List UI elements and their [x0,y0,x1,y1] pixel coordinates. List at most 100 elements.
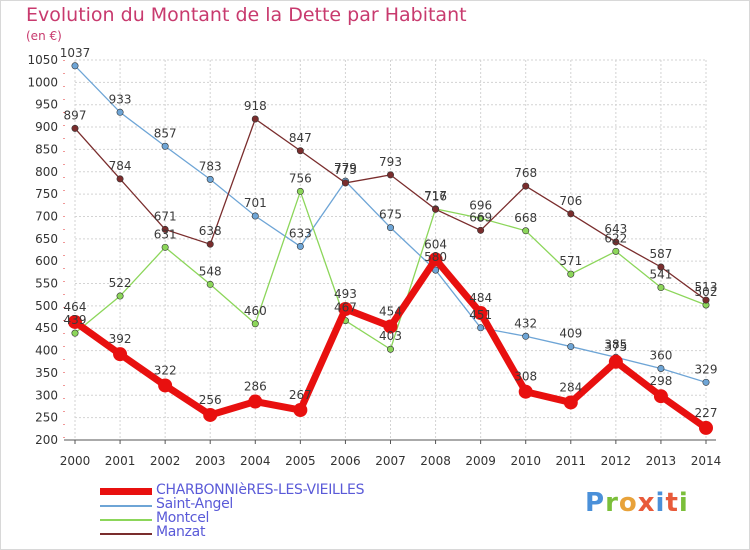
data-label: 706 [559,194,582,208]
data-label: 784 [109,159,132,173]
y-tick-label: 850 [35,142,58,156]
logo-letter: r [605,488,619,518]
data-label: 571 [559,254,582,268]
y-tick-label: 700 [35,209,58,223]
data-point [251,320,259,328]
data-label: 548 [199,264,222,278]
data-point [477,324,485,332]
data-label: 779 [334,161,357,175]
data-label: 360 [649,348,672,362]
chart-unit-label: (en €) [26,29,62,43]
x-tick-label: 2012 [601,454,632,468]
y-tick-label: 200 [35,433,58,447]
data-label: 897 [64,108,87,122]
data-label: 227 [695,406,718,420]
data-point-main [203,407,218,422]
x-tick-label: 2008 [420,454,451,468]
data-point-main [699,420,713,435]
data-point [657,284,665,292]
y-tick-label: 500 [35,299,58,313]
logo-letter: x [637,488,656,518]
data-label: 392 [109,332,132,346]
data-point [206,240,214,248]
data-point [477,214,485,222]
data-label: 432 [514,316,537,330]
data-label: 783 [199,159,222,173]
data-point [71,329,79,337]
series-layer [68,62,713,435]
data-point [161,243,169,251]
data-label: 604 [424,237,447,251]
data-point [206,280,214,288]
data-label: 403 [379,329,402,343]
x-tick-label: 2011 [556,454,587,468]
data-label-layer: 464 392 322 256 286 267 493 454 604 484 308 284 375 2… [60,46,718,420]
data-label: 622 [604,231,627,245]
data-point [567,343,575,351]
data-label: 460 [244,304,267,318]
data-point-main [113,347,128,362]
legend-label: CHARBONNIèRES-LES-VIEILLES [156,482,365,498]
data-label: 284 [559,380,582,394]
data-point [702,296,710,304]
data-label: 322 [154,363,177,377]
logo-letter: o [618,488,638,518]
data-label: 451 [469,308,492,322]
data-point [251,115,259,123]
x-tick-label: 2013 [646,454,677,468]
data-label: 671 [154,209,177,223]
data-label: 675 [379,208,402,222]
data-label: 464 [64,300,87,314]
data-point-main [338,302,353,317]
data-label: 768 [514,166,537,180]
data-point [522,227,530,235]
data-label: 409 [559,327,582,341]
y-tick-label: 250 [35,411,58,425]
logo-letter: i [655,488,666,518]
data-point [161,225,169,233]
data-label: 793 [379,155,402,169]
data-label: 385 [604,337,627,351]
data-label: 541 [649,268,672,282]
data-point [522,182,530,190]
data-point [71,124,79,132]
y-tick-label: 550 [35,277,58,291]
data-label: 717 [424,189,447,203]
proxiti-logo: Proxiti [585,488,689,518]
data-label: 775 [334,163,357,177]
y-tick-label: 650 [35,232,58,246]
x-tick-label: 2006 [330,454,361,468]
x-tick-label: 2009 [465,454,496,468]
chart-title: Evolution du Montant de la Dette par Hab… [26,4,467,26]
legend-swatch [100,488,152,495]
data-point [206,175,214,183]
y-tick-label: 300 [35,388,58,402]
data-point-main [383,319,398,334]
y-tick-label: 1050 [27,53,58,67]
data-label: 329 [695,362,718,376]
data-point [116,292,124,300]
legend-swatch [100,505,152,507]
data-label: 454 [379,304,402,318]
logo-letter: i [678,488,689,518]
data-point [386,345,394,353]
axis-layer: 200 250 300 350 400 450 500 550 600 650 700 750 800 8… [27,53,721,468]
x-tick-label: 2010 [510,454,541,468]
legend-swatch [100,519,152,521]
data-point [386,224,394,232]
data-label: 756 [289,171,312,185]
data-point [612,238,620,246]
data-point-main [473,306,488,321]
data-label: 522 [109,276,132,290]
data-point-main [68,314,82,329]
data-label: 643 [604,222,627,236]
x-tick-label: 2007 [375,454,406,468]
data-point-main [293,403,308,418]
x-tick-label: 2001 [105,454,136,468]
data-point [612,247,620,255]
y-tick-label: 750 [35,187,58,201]
data-point-main [158,378,173,393]
data-label: 439 [64,313,87,327]
